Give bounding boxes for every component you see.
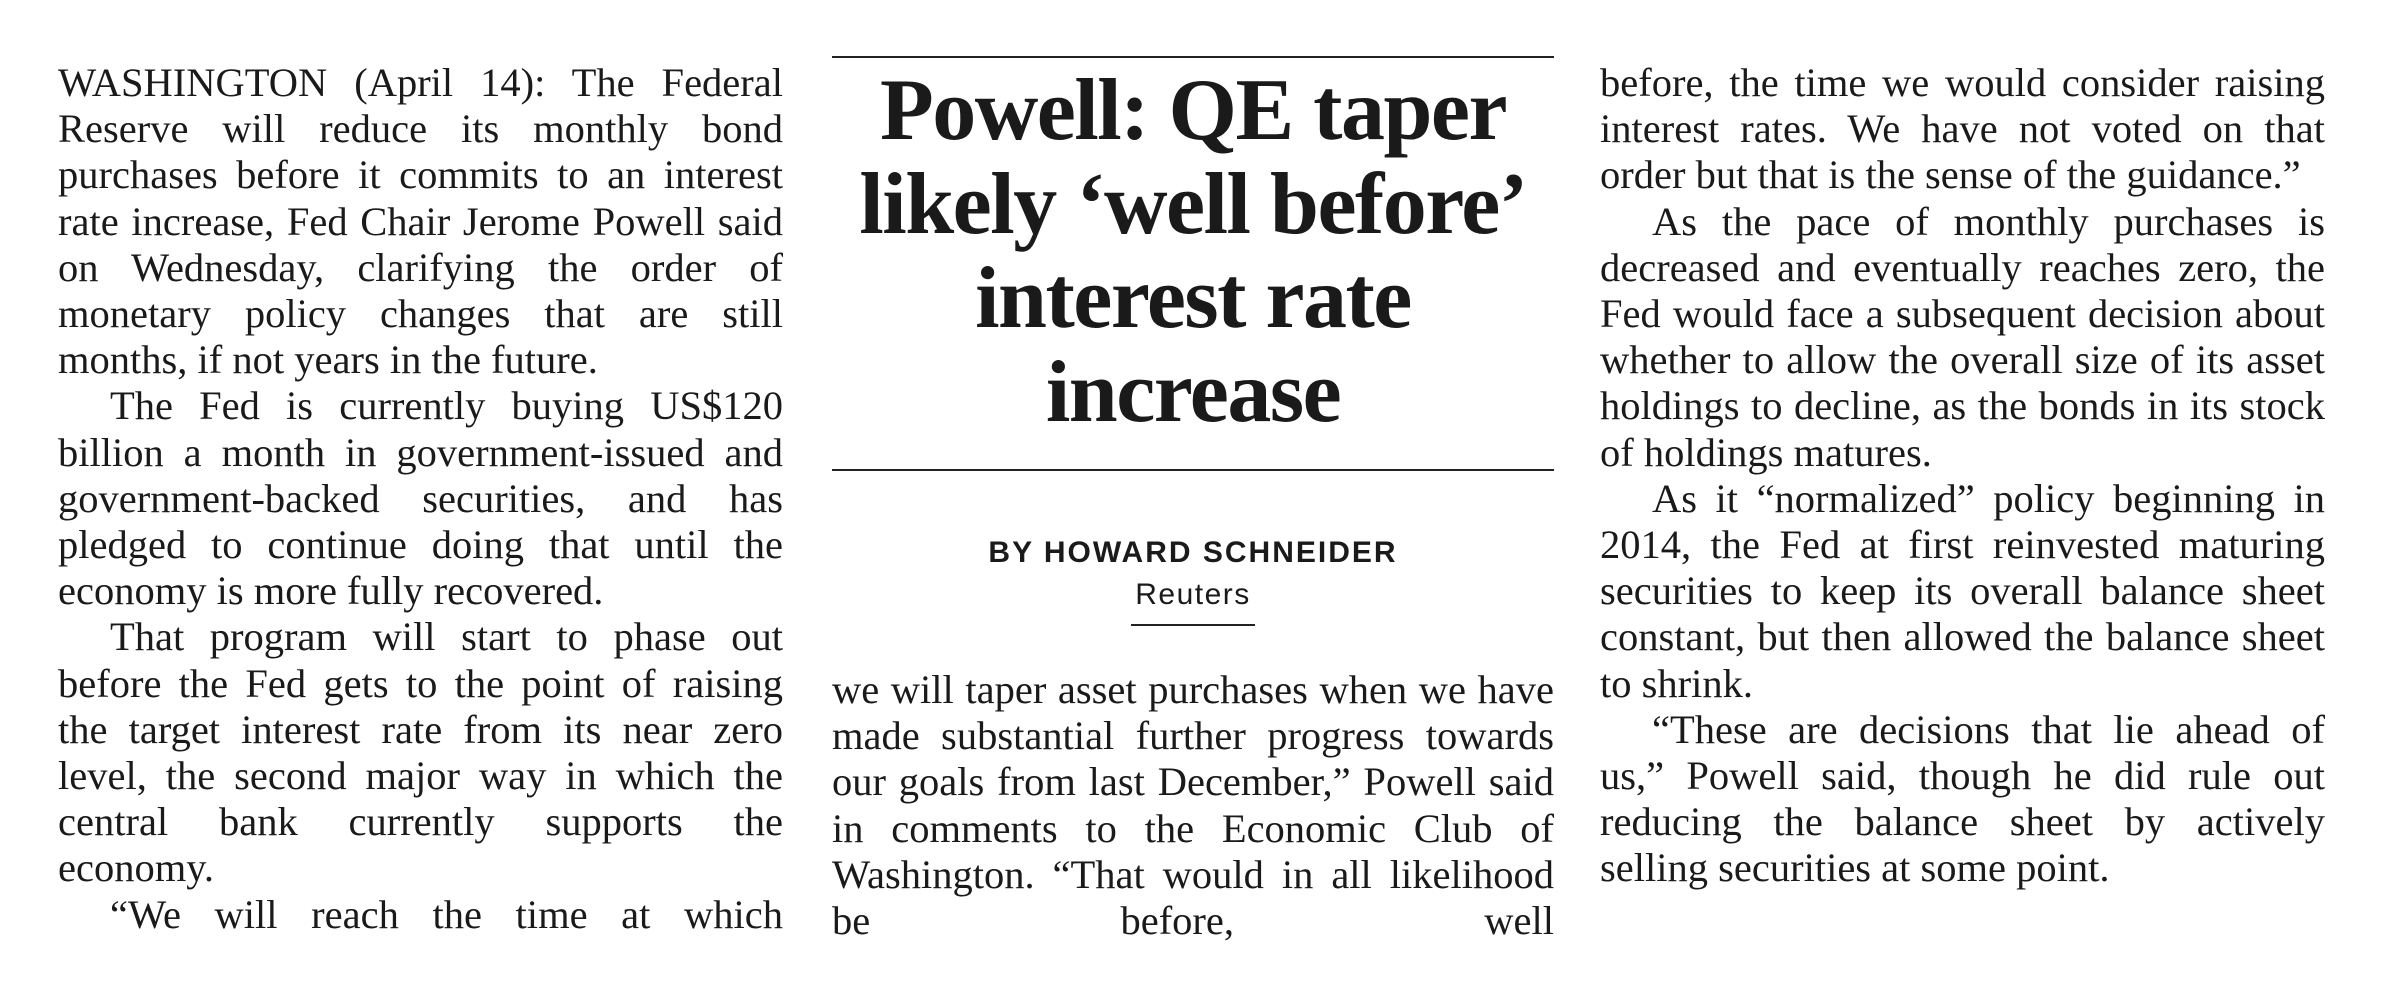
paragraph: we will taper asset purchases when we ha…: [832, 667, 1554, 944]
paragraph: As it “normalized” policy beginning in 2…: [1600, 475, 2325, 706]
paragraph: “We will reach the time at which: [110, 891, 783, 937]
headline-top-rule: [832, 56, 1554, 58]
byline: BY HOWARD SCHNEIDER: [988, 536, 1398, 569]
source-credit: Reuters: [1135, 578, 1251, 611]
paragraph: WASHINGTON (April 14): The Federal Reser…: [58, 60, 783, 383]
source-underline: [1131, 624, 1255, 626]
middle-column: we will taper asset purchases when we ha…: [832, 667, 1554, 944]
paragraph: As the pace of monthly purchases is decr…: [1600, 198, 2325, 475]
paragraph: “These are decisions that lie ahead of u…: [1600, 706, 2325, 891]
right-column: before, the time we would consider raisi…: [1600, 60, 2325, 892]
paragraph: The Fed is currently buying US$120 billi…: [58, 383, 783, 614]
headline-bottom-rule: [832, 469, 1554, 471]
paragraph: That program will start to phase out bef…: [58, 614, 783, 891]
headline: Powell: QE taper likely ‘well before’ in…: [859, 62, 1528, 441]
left-column: WASHINGTON (April 14): The Federal Reser…: [58, 60, 783, 938]
paragraph: before, the time we would consider raisi…: [1600, 60, 2325, 198]
